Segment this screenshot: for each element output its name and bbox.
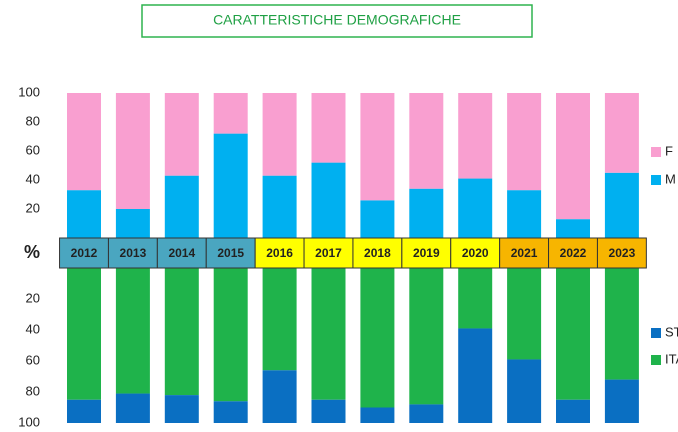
bar-segment: [409, 93, 444, 189]
bar-segment: [67, 190, 101, 238]
bar-segment: [360, 407, 395, 423]
bar-segment: [556, 399, 590, 423]
x-tick-label: 2012: [71, 246, 98, 260]
y-tick-label: 100: [18, 414, 40, 429]
bar-segment: [164, 93, 199, 176]
unit-label: %: [24, 242, 40, 262]
bar-segment: [507, 268, 542, 360]
bar-segment: [507, 359, 542, 423]
x-tick-label: 2016: [266, 246, 293, 260]
bar-segment: [311, 268, 346, 400]
bar-segment: [604, 172, 639, 238]
bar-segment: [115, 209, 150, 238]
bar-segment: [507, 190, 542, 238]
year-cell: [205, 237, 256, 269]
year-cell: [303, 237, 354, 269]
bar-segment: [409, 268, 444, 405]
bar-segment: [458, 178, 493, 238]
bar-segment: [556, 268, 590, 400]
bar-segment: [458, 93, 493, 179]
x-tick-label: 2020: [462, 246, 489, 260]
bar-segment: [115, 393, 150, 423]
legend-swatch: [651, 328, 661, 338]
legend-swatch: [651, 355, 661, 365]
year-cell: [107, 237, 158, 269]
bar-segment: [262, 268, 297, 371]
y-tick-label: 100: [18, 84, 40, 99]
bar-segment: [556, 93, 590, 220]
y-tick-label: 80: [26, 113, 40, 128]
bar-segment: [213, 133, 248, 238]
bar-segment: [115, 93, 150, 209]
bar-segment: [311, 93, 346, 163]
bar-segment: [604, 93, 639, 173]
bar-segment: [213, 93, 248, 134]
bar-segment: [67, 399, 101, 423]
y-tick-label: 20: [26, 290, 40, 305]
year-cell: [59, 237, 109, 269]
year-cell: [352, 237, 403, 269]
x-tick-label: 2018: [364, 246, 391, 260]
legend-label: M: [665, 171, 676, 186]
bar-segment: [262, 93, 297, 176]
x-tick-label: 2022: [560, 246, 587, 260]
legend-label: F: [665, 143, 673, 158]
y-tick-label: 60: [26, 352, 40, 367]
bar-segment: [67, 268, 101, 400]
bar-segment: [262, 370, 297, 423]
y-tick-label: 40: [26, 321, 40, 336]
x-tick-label: 2014: [168, 246, 195, 260]
x-tick-label: 2017: [315, 246, 342, 260]
bar-segment: [507, 93, 542, 191]
year-cell: [254, 237, 305, 269]
y-tick-label: 40: [26, 171, 40, 186]
x-tick-label: 2013: [120, 246, 147, 260]
bar-segment: [311, 162, 346, 238]
bar-segment: [213, 401, 248, 423]
bar-segment: [311, 399, 346, 423]
year-cell: [596, 237, 647, 269]
y-tick-label: 60: [26, 142, 40, 157]
bar-segment: [115, 268, 150, 394]
title-box: [141, 4, 533, 38]
x-tick-label: 2023: [609, 246, 636, 260]
bar-segment: [458, 328, 493, 423]
legend-label: ST: [665, 324, 678, 339]
legend-label: ITA: [665, 351, 678, 366]
chart-title: CARATTERISTICHE DEMOGRAFICHE: [213, 12, 461, 28]
bar-segment: [213, 268, 248, 402]
bar-segment: [409, 188, 444, 238]
year-cell: [401, 237, 452, 269]
year-cell: [548, 237, 598, 269]
bar-segment: [556, 219, 590, 238]
x-tick-label: 2021: [511, 246, 538, 260]
bar-segment: [262, 175, 297, 238]
bar-segment: [360, 93, 395, 201]
bar-segment: [458, 268, 493, 329]
bar-segment: [604, 379, 639, 423]
y-tick-label: 80: [26, 383, 40, 398]
bar-segment: [67, 93, 101, 191]
bar-segment: [164, 268, 199, 396]
bar-segment: [409, 404, 444, 423]
legend-swatch: [651, 147, 661, 157]
bar-segment: [164, 395, 199, 423]
bar-segment: [360, 268, 395, 408]
legend-swatch: [651, 175, 661, 185]
y-tick-label: 20: [26, 200, 40, 215]
year-cell: [450, 237, 501, 269]
bar-segment: [164, 175, 199, 238]
x-tick-label: 2019: [413, 246, 440, 260]
bar-segment: [604, 268, 639, 380]
bar-segment: [360, 200, 395, 238]
x-tick-label: 2015: [217, 246, 244, 260]
